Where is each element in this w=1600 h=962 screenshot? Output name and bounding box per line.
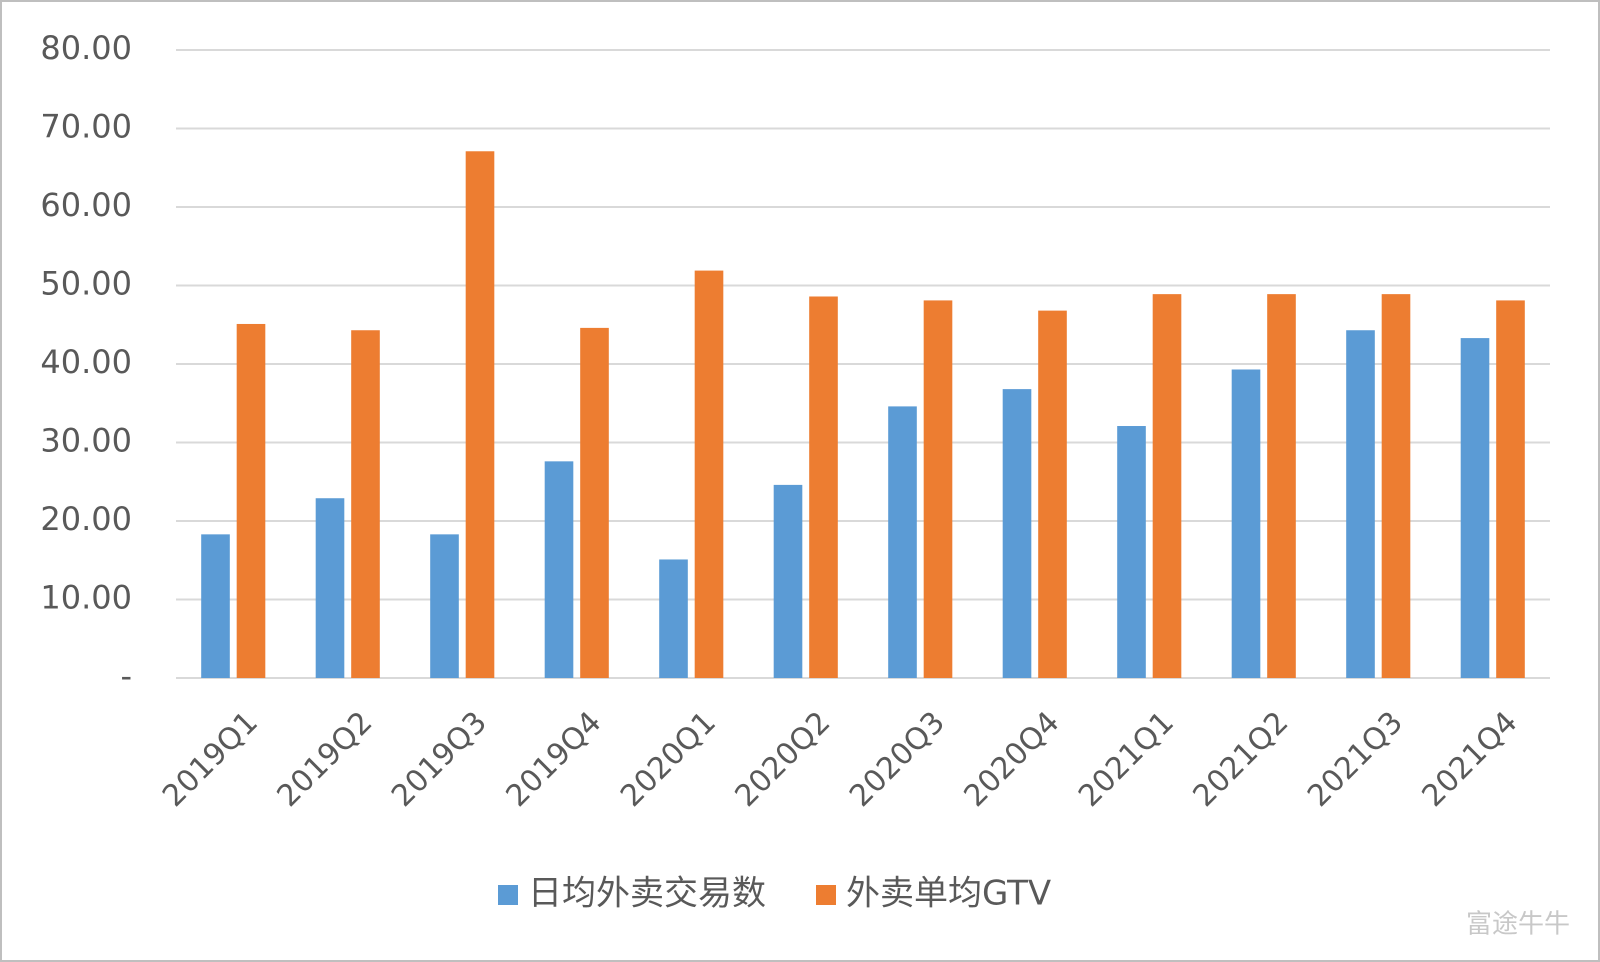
bar [1460,338,1490,678]
bar [1038,310,1067,678]
bar [201,534,230,678]
bar [351,330,380,678]
bar [1231,369,1261,678]
bar [659,559,688,678]
legend-swatch [498,885,518,905]
bar [1152,294,1182,678]
y-tick-label: 50.00 [40,265,132,303]
bar [315,498,345,678]
bar [1002,389,1032,678]
y-tick-label: 80.00 [40,29,132,67]
bar [773,484,803,678]
bar [694,270,724,678]
bar [1381,294,1411,678]
bar [923,300,953,678]
watermark: 富途牛牛 [1466,910,1570,940]
bar [888,406,917,678]
bar [580,327,609,678]
bar [430,534,459,678]
bar [809,296,838,678]
y-tick-label: 10.00 [40,579,132,617]
y-tick-label: 20.00 [40,500,132,538]
bar [465,151,495,678]
bar [1267,294,1296,678]
y-tick-label: 60.00 [40,186,132,224]
y-tick-label: - [120,657,132,695]
bar [1496,300,1525,678]
legend-swatch [816,885,836,905]
y-tick-label: 70.00 [40,108,132,146]
bar [1117,426,1146,678]
bar [1346,330,1375,678]
y-tick-label: 30.00 [40,422,132,460]
bar [544,461,574,678]
legend-label: 外卖单均GTV [846,874,1051,914]
legend-label: 日均外卖交易数 [528,874,766,914]
bar [236,323,266,678]
y-tick-label: 40.00 [40,343,132,381]
